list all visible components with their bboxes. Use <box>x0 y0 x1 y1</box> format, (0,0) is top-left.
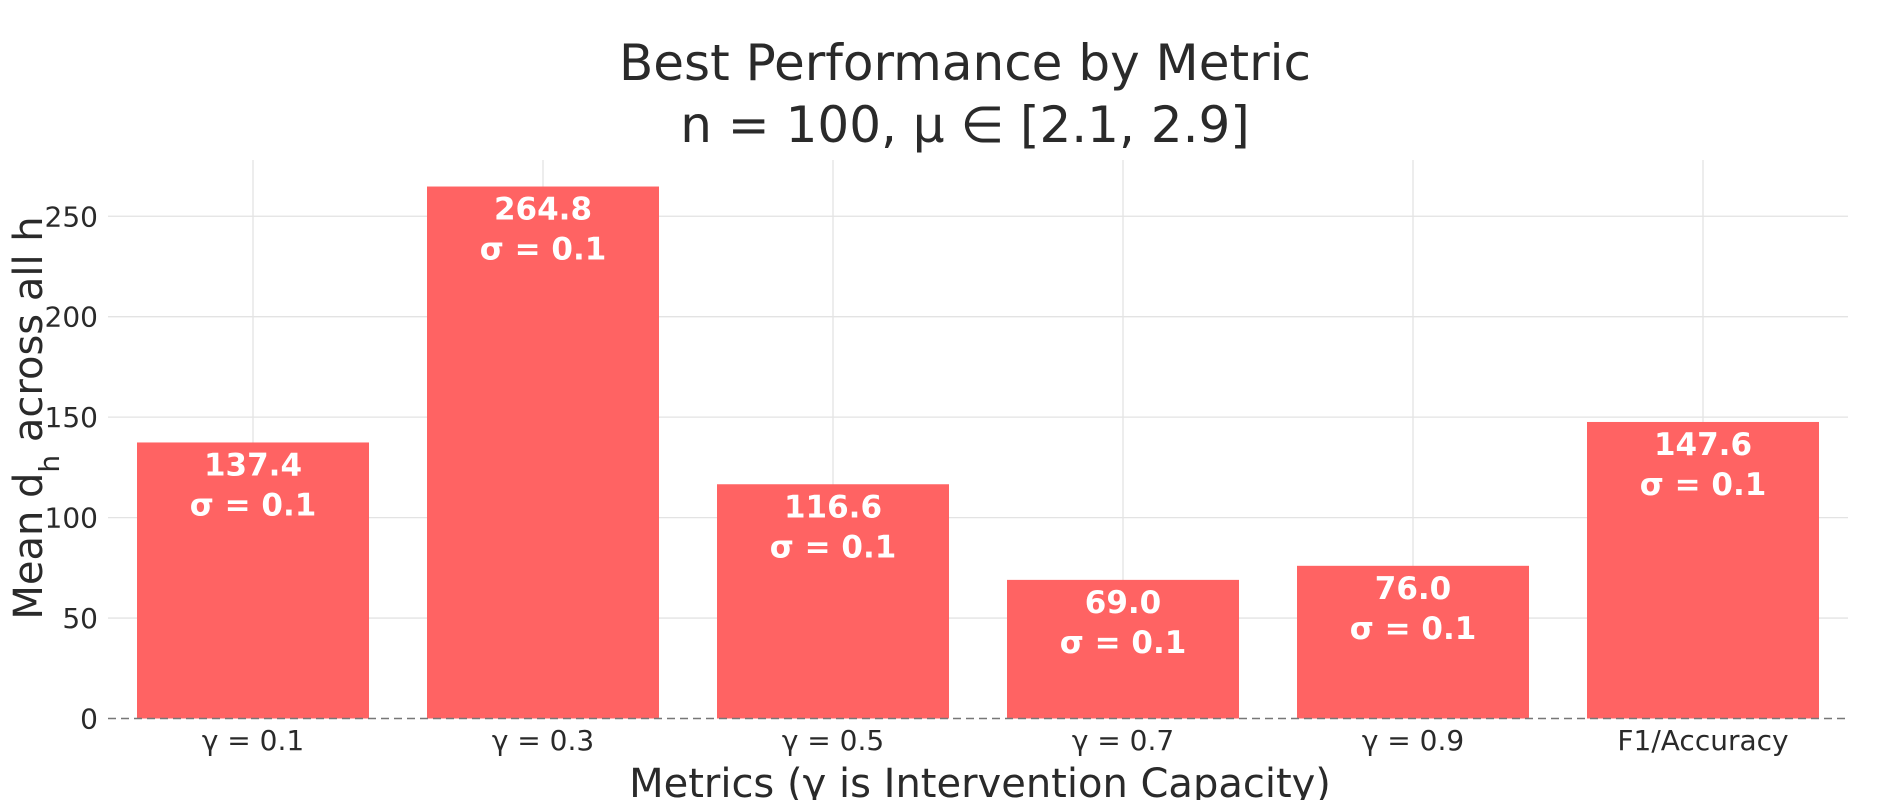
y-tick-label: 250 <box>45 200 98 233</box>
bar-sigma-label: σ = 0.1 <box>1060 625 1187 661</box>
x-tick-label: γ = 0.3 <box>492 724 594 757</box>
bar-value-label: 137.4 <box>204 447 302 483</box>
bar <box>1587 421 1819 719</box>
bars-layer <box>137 186 1819 719</box>
bar <box>717 484 949 719</box>
bar-sigma-label: σ = 0.1 <box>1350 611 1477 647</box>
bar <box>137 442 369 719</box>
bar-value-label: 147.6 <box>1654 427 1752 463</box>
y-tick-label: 0 <box>80 703 98 736</box>
y-axis-label-subscript: h <box>33 455 66 473</box>
x-tick-label: γ = 0.7 <box>1072 724 1174 757</box>
bar <box>1007 579 1239 719</box>
x-tick-labels: γ = 0.1 γ = 0.3 γ = 0.5 γ = 0.7 γ = 0.9 F1/Ac… <box>202 724 1789 757</box>
x-tick-label: γ = 0.1 <box>202 724 304 757</box>
bar-sigma-label: σ = 0.1 <box>770 529 897 565</box>
y-tick-label: 150 <box>45 401 98 434</box>
bar <box>427 186 659 719</box>
y-axis-label: Mean dh across all h <box>6 216 66 619</box>
bar-value-label: 116.6 <box>784 489 882 525</box>
grid-layer <box>108 160 1848 719</box>
y-axis-label-main: Mean d <box>6 473 52 620</box>
x-tick-label: γ = 0.5 <box>782 724 884 757</box>
bar-sigma-label: σ = 0.1 <box>480 232 607 268</box>
bar-value-label: 264.8 <box>494 192 592 228</box>
x-tick-label: F1/Accuracy <box>1617 724 1788 757</box>
y-tick-label: 200 <box>45 301 98 334</box>
y-tick-labels: 0 50 100 150 200 250 <box>45 200 98 735</box>
bar-sigma-label: σ = 0.1 <box>1640 467 1767 503</box>
x-axis-label: Metrics (γ is Intervention Capacity) <box>629 761 1331 800</box>
bar-sigma-label: σ = 0.1 <box>190 487 317 523</box>
y-tick-label: 100 <box>45 502 98 535</box>
bar-value-label: 69.0 <box>1085 585 1162 621</box>
bar-labels: 137.4 σ = 0.1 264.8 σ = 0.1 116.6 σ = 0.1 69.0… <box>190 192 1767 661</box>
bar-value-label: 76.0 <box>1375 571 1452 607</box>
chart-subtitle: n = 100, μ ∈ [2.1, 2.9] <box>680 96 1250 154</box>
y-tick-label: 50 <box>62 602 98 635</box>
x-tick-label: γ = 0.9 <box>1362 724 1464 757</box>
chart-title: Best Performance by Metric <box>619 34 1311 92</box>
y-axis-label-suffix: across all h <box>6 216 52 454</box>
bar <box>1297 565 1529 719</box>
